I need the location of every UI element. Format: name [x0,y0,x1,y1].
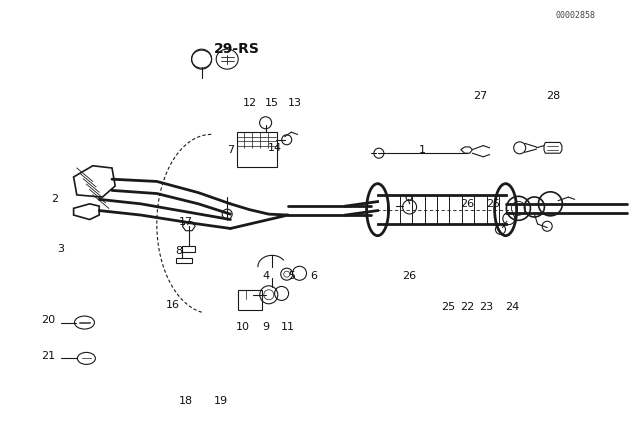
Text: 26: 26 [460,199,474,209]
Text: 10: 10 [236,322,250,332]
Text: 16: 16 [166,300,180,310]
Text: 1: 1 [419,145,426,155]
Text: 25: 25 [486,199,500,209]
Text: 12: 12 [243,98,257,108]
Text: 9: 9 [262,322,269,332]
Text: 17: 17 [179,217,193,227]
Text: 5: 5 [288,271,294,280]
Text: 27: 27 [473,91,487,101]
Text: 15: 15 [265,98,279,108]
Text: 21: 21 [41,351,55,361]
Text: 20: 20 [41,315,55,325]
Text: 22: 22 [460,302,474,312]
Text: 3: 3 [58,244,64,254]
Text: 14: 14 [268,143,282,153]
Text: 26: 26 [403,271,417,280]
Text: 25: 25 [441,302,455,312]
Bar [238,290,262,310]
Text: 6: 6 [310,271,317,280]
Text: 7: 7 [227,145,234,155]
Text: 18: 18 [179,396,193,406]
Text: 00002858: 00002858 [556,11,596,20]
Text: 8: 8 [175,246,183,256]
Text: 24: 24 [505,302,519,312]
Text: 29-RS: 29-RS [214,42,260,56]
Text: 23: 23 [479,302,493,312]
Text: 11: 11 [281,322,295,332]
Text: 28: 28 [547,91,561,101]
Text: 19: 19 [214,396,228,406]
Text: 2: 2 [51,194,58,204]
Text: 13: 13 [287,98,301,108]
Bar [237,132,277,167]
Text: 4: 4 [262,271,269,280]
